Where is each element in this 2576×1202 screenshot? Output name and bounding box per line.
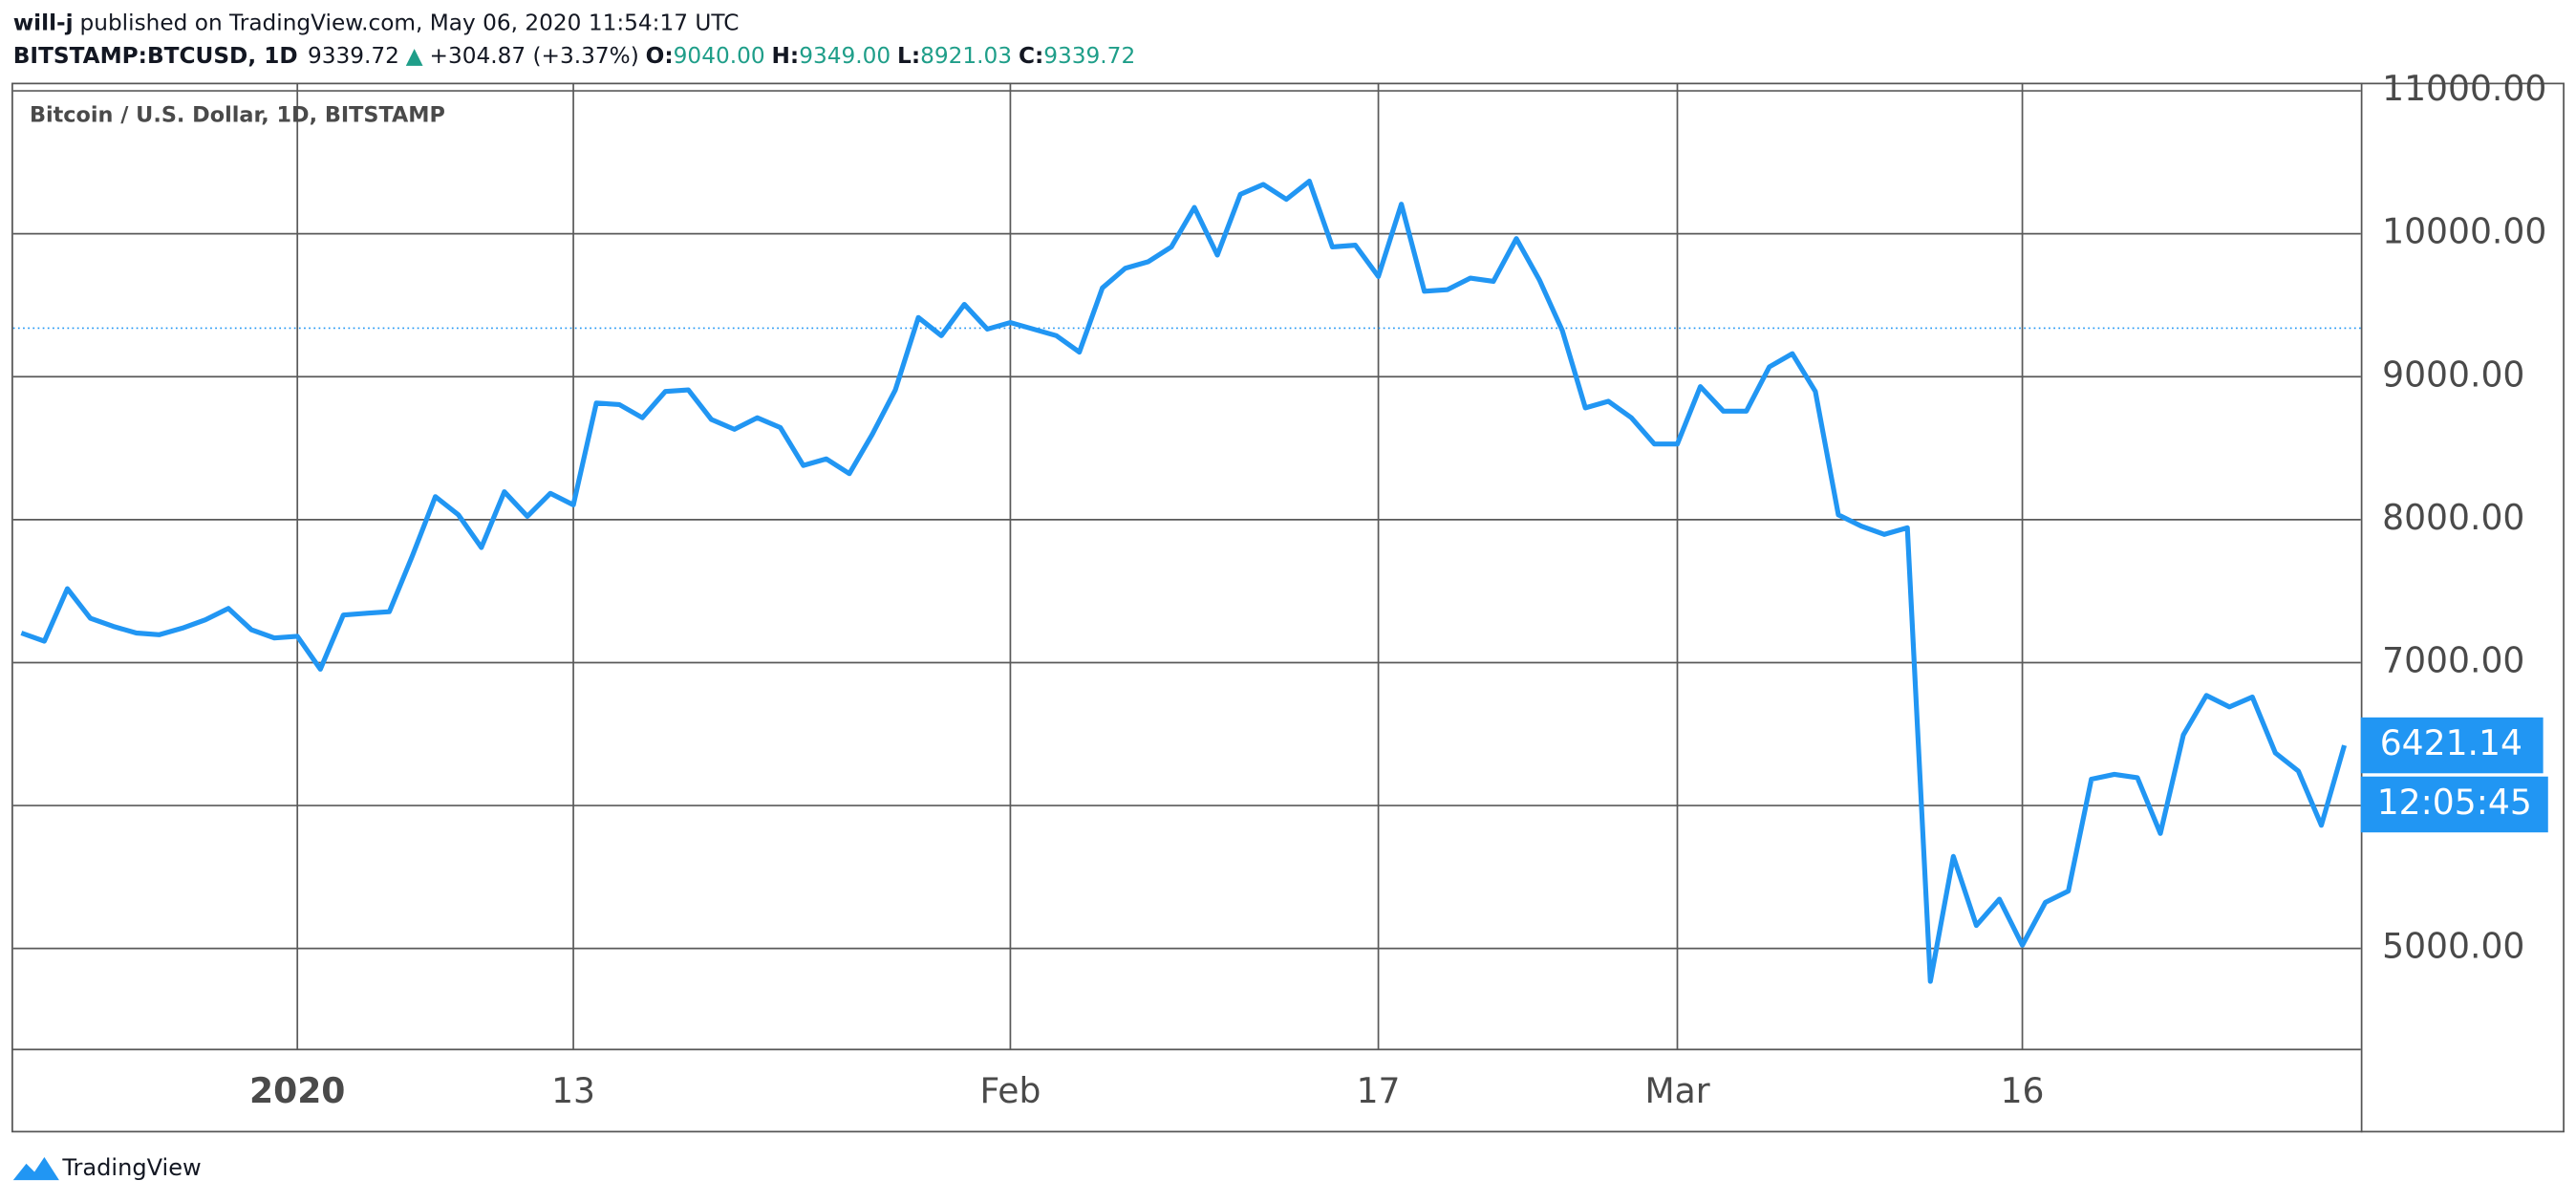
x-tick-label: Mar bbox=[1644, 1070, 1709, 1111]
close: 9339.72 bbox=[1043, 43, 1135, 69]
brand: TradingView bbox=[61, 1154, 201, 1181]
countdown-box bbox=[2360, 776, 2548, 833]
y-tick-label: 9000.00 bbox=[2382, 354, 2524, 395]
y-tick-label: 5000.00 bbox=[2382, 926, 2524, 967]
y-tick-label: 8000.00 bbox=[2382, 497, 2524, 538]
x-tick-label: Feb bbox=[979, 1070, 1041, 1111]
last-price-label: 6421.14 bbox=[2380, 722, 2522, 763]
change: +304.87 (+3.37%) bbox=[430, 43, 639, 69]
x-tick-label: 2020 bbox=[249, 1070, 345, 1111]
high: 9349.00 bbox=[799, 43, 891, 69]
open-label: O: bbox=[646, 43, 674, 69]
high-label: H: bbox=[772, 43, 800, 69]
arrow: ▲ bbox=[406, 43, 423, 69]
x-tick-label: 17 bbox=[1357, 1070, 1401, 1111]
countdown: 12:05:45 bbox=[2377, 782, 2532, 823]
close-label: C: bbox=[1019, 43, 1043, 69]
chart-title: Bitcoin / U.S. Dollar, 1D, BITSTAMP bbox=[30, 102, 445, 127]
price: 9339.72 bbox=[308, 43, 399, 69]
low-label: L: bbox=[897, 43, 920, 69]
y-tick-label: 11000.00 bbox=[2382, 68, 2546, 109]
price-series bbox=[20, 179, 2348, 984]
x-tick-label: 13 bbox=[551, 1070, 595, 1111]
tradingview-logo: TradingView bbox=[12, 1154, 202, 1181]
low: 8921.03 bbox=[920, 43, 1012, 69]
y-tick-label: 10000.00 bbox=[2382, 211, 2546, 252]
author: will-j bbox=[13, 10, 74, 35]
open: 9040.00 bbox=[674, 43, 765, 69]
frame bbox=[11, 82, 2565, 1133]
x-tick-label: 16 bbox=[2001, 1070, 2045, 1111]
logo-icon bbox=[12, 1157, 59, 1181]
quote-line: BITSTAMP:BTCUSD, 1D 9339.72 ▲ +304.87 (+3.3… bbox=[13, 43, 1135, 69]
symbol: BITSTAMP:BTCUSD, 1D bbox=[13, 43, 298, 69]
publish-line: will-j published on TradingView.com, May … bbox=[13, 10, 740, 35]
published: published on TradingView.com, May 06, 20… bbox=[80, 10, 740, 35]
y-tick-label: 7000.00 bbox=[2382, 639, 2524, 680]
plot bbox=[12, 82, 2361, 1049]
last-price-box bbox=[2360, 717, 2544, 774]
